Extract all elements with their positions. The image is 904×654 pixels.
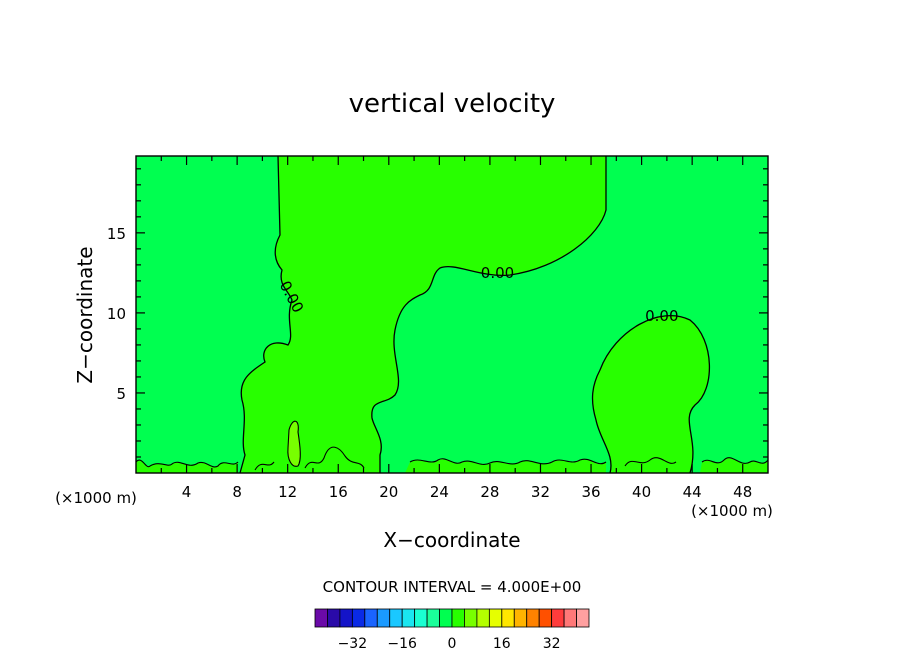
- x-tick-label: 8: [232, 483, 242, 501]
- x-axis: 4 8 12 16 20 24 28 32 36 40 44 48: [160, 156, 752, 501]
- colorbar-swatch: [314, 608, 328, 628]
- x-tick-label: 44: [683, 483, 702, 501]
- x-tick-label: 48: [733, 483, 752, 501]
- x-tick-label: 12: [278, 483, 297, 501]
- colorbar-swatch: [389, 608, 403, 628]
- x-tick-label: 4: [182, 483, 192, 501]
- x-tick-label: 24: [430, 483, 449, 501]
- x-tick-label: 16: [329, 483, 348, 501]
- plot-frame: [135, 155, 769, 474]
- colorbar-swatch: [538, 608, 553, 628]
- colorbar-swatch: [451, 608, 465, 628]
- colorbar-tick-label: −32: [338, 636, 368, 652]
- contour-label: 0.00: [481, 264, 514, 282]
- colorbar-tick-label: 32: [543, 636, 561, 652]
- contour-label-text: 0.00: [645, 307, 678, 325]
- x-tick-label: 36: [581, 483, 600, 501]
- colorbar-swatch: [376, 608, 391, 628]
- contour-line-zero-left: [239, 156, 293, 473]
- colorbar-swatch: [563, 608, 577, 628]
- colorbar-tick-label: −16: [387, 636, 417, 652]
- colorbar-swatch: [426, 608, 440, 628]
- colorbar-swatch: [488, 608, 503, 628]
- colorbar-swatch: [576, 608, 590, 628]
- contour-interval-label: CONTOUR INTERVAL = 4.000E+00: [323, 578, 582, 596]
- contour-line-core: [287, 420, 301, 467]
- colorbar-swatch: [464, 608, 478, 628]
- colorbar: [314, 608, 590, 628]
- colorbar-swatch: [551, 608, 565, 628]
- colorbar-swatch: [414, 608, 428, 628]
- colorbar-tick-label: 0: [448, 636, 457, 652]
- y-tick-label: 10: [107, 305, 126, 323]
- colorbar-tick-label: 16: [493, 636, 511, 652]
- updraft-region-right: [592, 315, 710, 473]
- colorbar-swatch: [513, 608, 528, 628]
- chart-title: vertical velocity: [349, 89, 556, 119]
- colorbar-swatch: [351, 608, 366, 628]
- colorbar-swatch: [401, 608, 416, 628]
- contour-line-surface: [136, 446, 768, 471]
- x-unit-left: (×1000 m): [55, 489, 137, 507]
- x-unit-right: (×1000 m): [691, 502, 773, 520]
- y-axis-label: Z−coordinate: [73, 246, 97, 383]
- colorbar-swatch: [476, 608, 490, 628]
- x-tick-label: 28: [480, 483, 499, 501]
- contour-line-zero-right: [591, 315, 711, 473]
- updraft-region-left: [240, 156, 606, 473]
- colorbar-swatch: [439, 608, 453, 628]
- surface-noise: [136, 457, 768, 473]
- plot-area: 0.000.000.00: [135, 155, 769, 474]
- x-tick-label: 40: [632, 483, 651, 501]
- colorbar-swatch: [327, 608, 341, 628]
- x-axis-label: X−coordinate: [383, 528, 520, 552]
- contour-label-text: 0.00: [481, 264, 514, 282]
- colorbar-swatch: [526, 608, 540, 628]
- updraft-core: [287, 421, 301, 467]
- x-tick-label: 20: [379, 483, 398, 501]
- contour-label: 0.00: [645, 307, 678, 325]
- y-axis: 5 10 15: [107, 168, 768, 458]
- contour-line-zero-mid: [371, 156, 607, 473]
- y-tick-label: 5: [116, 385, 126, 403]
- colorbar-tick-labels: −32 −16 0 16 32: [338, 636, 561, 652]
- colorbar-swatch: [501, 608, 515, 628]
- y-tick-label: 15: [107, 225, 126, 243]
- colorbar-swatch: [364, 608, 378, 628]
- x-tick-label: 32: [531, 483, 550, 501]
- colorbar-swatch: [339, 608, 353, 628]
